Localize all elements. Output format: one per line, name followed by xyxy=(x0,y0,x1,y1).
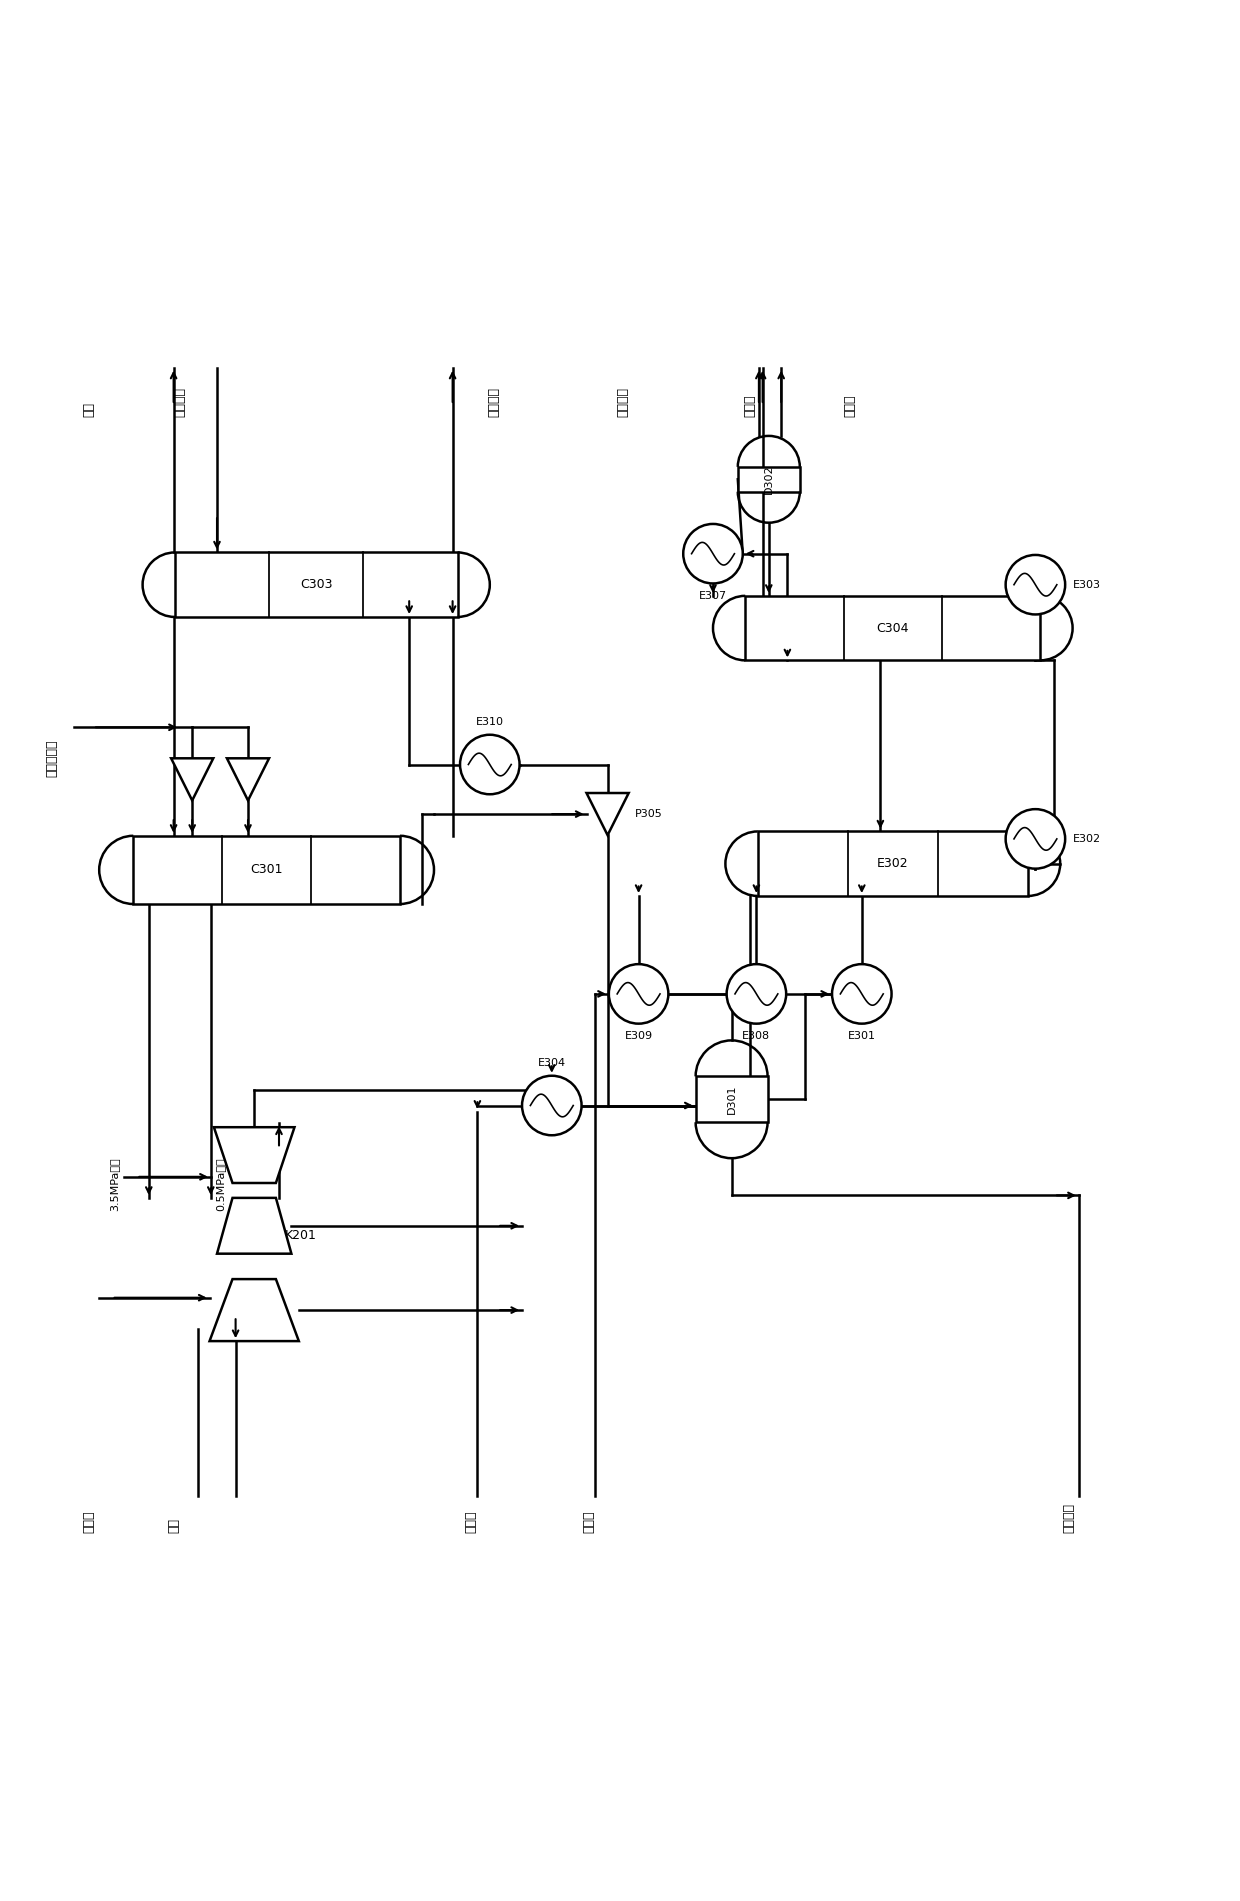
Text: 3.5MPa蒸汽: 3.5MPa蒸汽 xyxy=(109,1158,119,1211)
Polygon shape xyxy=(587,793,629,835)
Bar xyxy=(738,468,800,492)
Text: 粗汽油: 粗汽油 xyxy=(83,1511,95,1534)
Polygon shape xyxy=(171,758,213,800)
Text: E309: E309 xyxy=(625,1030,652,1042)
Bar xyxy=(133,836,399,905)
Text: 含硫废水: 含硫废水 xyxy=(1063,1504,1075,1534)
Text: C303: C303 xyxy=(300,578,332,591)
Text: 软化水: 软化水 xyxy=(465,1511,477,1534)
Bar xyxy=(745,595,1040,660)
Circle shape xyxy=(522,1076,582,1135)
Circle shape xyxy=(832,964,892,1023)
Text: E301: E301 xyxy=(848,1030,875,1042)
Circle shape xyxy=(460,736,520,795)
Text: 稳顶气: 稳顶气 xyxy=(583,1511,595,1534)
Text: E303: E303 xyxy=(1073,580,1101,589)
Circle shape xyxy=(1006,555,1065,614)
Text: 贫吸收油: 贫吸收油 xyxy=(174,388,186,418)
Text: 不凝气: 不凝气 xyxy=(744,395,756,418)
Text: E304: E304 xyxy=(538,1059,565,1068)
Text: 补充吸收剂: 补充吸收剂 xyxy=(46,739,58,778)
Text: E308: E308 xyxy=(743,1030,770,1042)
Text: E302: E302 xyxy=(877,857,909,871)
Bar xyxy=(758,831,1028,895)
Text: 0.5MPa蒸汽: 0.5MPa蒸汽 xyxy=(216,1158,226,1211)
Polygon shape xyxy=(227,758,269,800)
Text: E310: E310 xyxy=(476,717,503,728)
Polygon shape xyxy=(213,1127,295,1182)
Text: C304: C304 xyxy=(877,622,909,635)
Bar xyxy=(696,1076,768,1122)
Text: 富气: 富气 xyxy=(167,1519,180,1534)
Text: K201: K201 xyxy=(285,1230,317,1241)
Text: D301: D301 xyxy=(727,1085,737,1114)
Text: 液化气: 液化气 xyxy=(843,395,856,418)
Text: 干气: 干气 xyxy=(83,403,95,418)
Text: E307: E307 xyxy=(699,591,727,601)
Circle shape xyxy=(609,964,668,1023)
Text: C301: C301 xyxy=(250,863,283,876)
Text: 稳定气油: 稳定气油 xyxy=(616,388,629,418)
Circle shape xyxy=(727,964,786,1023)
Text: D302: D302 xyxy=(764,464,774,494)
Polygon shape xyxy=(210,1279,299,1340)
Text: P305: P305 xyxy=(635,810,662,819)
Polygon shape xyxy=(217,1198,291,1253)
Text: 富吸收油: 富吸收油 xyxy=(487,388,500,418)
Circle shape xyxy=(1006,810,1065,869)
Text: E302: E302 xyxy=(1073,835,1101,844)
Circle shape xyxy=(683,525,743,584)
Bar xyxy=(175,553,458,618)
